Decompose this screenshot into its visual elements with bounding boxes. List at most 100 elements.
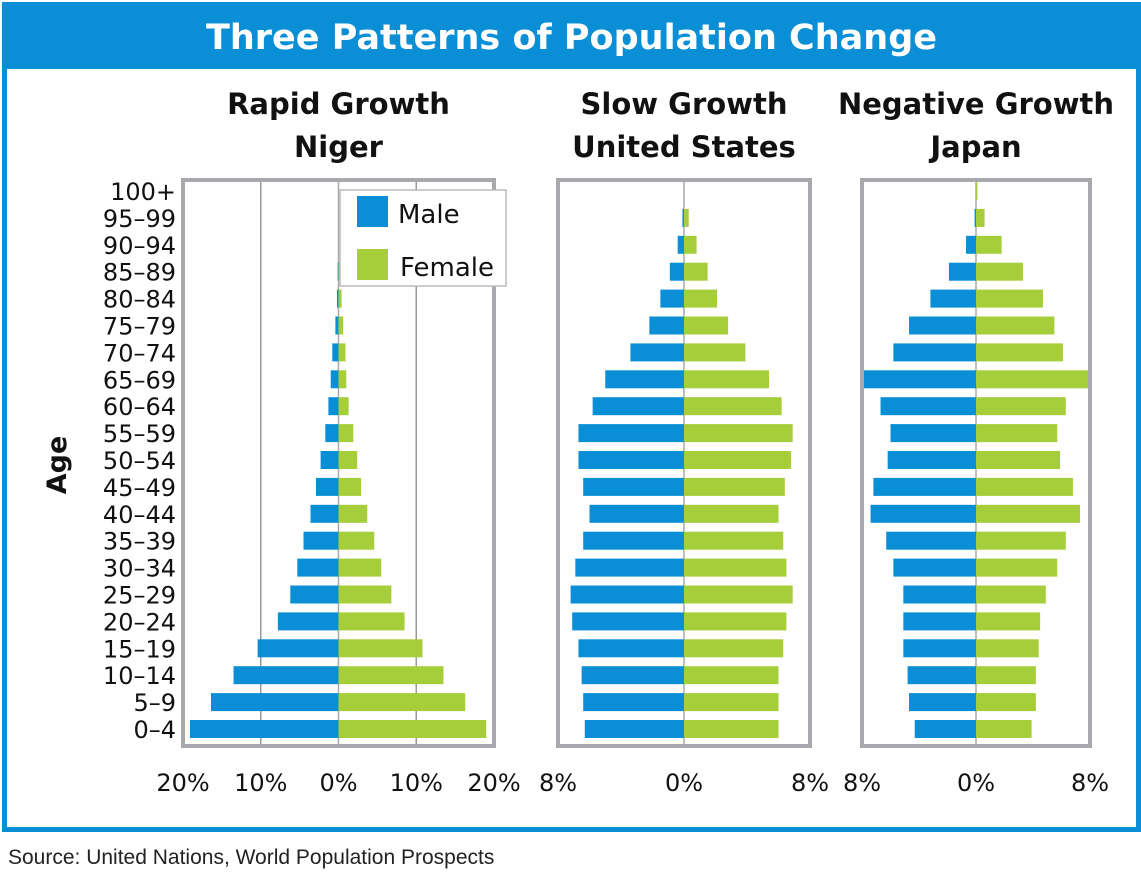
male-bar [909,316,976,335]
female-bar [976,289,1043,308]
age-tick-label: 10–14 [103,662,176,690]
male-bar [583,531,684,550]
male-bar [886,531,976,550]
female-bar [338,370,347,389]
male-bar [893,558,976,577]
panel-title: Slow Growth [581,87,788,121]
male-bar [880,397,976,416]
x-tick-label: 8% [843,769,881,797]
female-bar [976,343,1063,362]
male-bar [630,343,684,362]
female-bar [338,504,368,523]
x-tick-label: 8% [539,769,577,797]
female-bar [976,316,1055,335]
male-bar [570,585,684,604]
male-bar [649,316,684,335]
female-bar [684,316,729,335]
male-bar [890,424,976,443]
female-bar [684,558,787,577]
female-bar [976,504,1081,523]
male-bar [233,666,339,685]
age-tick-label: 60–64 [103,393,176,421]
male-bar [907,666,976,685]
male-bar [669,262,684,281]
female-bar [684,451,792,469]
male-bar [887,451,976,469]
male-bar [903,639,976,658]
female-bar [976,585,1046,604]
male-bar [903,585,976,604]
x-tick-label: 10% [390,769,443,797]
male-bar [332,343,339,362]
age-tick-label: 0–4 [133,716,176,744]
legend-female-swatch [357,249,388,280]
female-bar [338,585,392,604]
female-bar [338,666,444,685]
male-bar [584,720,684,738]
x-tick-label: 0% [957,769,995,797]
female-bar [338,720,487,738]
legend-female-label: Female [400,253,494,283]
x-tick-label: 0% [665,769,703,797]
female-bar [684,531,784,550]
age-tick-label: 45–49 [103,474,176,502]
male-bar [966,235,976,254]
male-bar [974,208,976,227]
male-bar [290,585,339,604]
female-bar [976,182,978,200]
female-bar [338,343,346,362]
male-bar [660,289,684,308]
female-bar [684,720,779,738]
male-bar [873,477,976,496]
age-tick-label: 50–54 [103,447,176,475]
male-bar [210,693,339,712]
female-bar [684,370,770,389]
x-tick-label: 8% [1071,769,1109,797]
female-bar [684,235,697,254]
male-bar [948,262,976,281]
male-bar [257,639,339,658]
female-bar [338,558,382,577]
age-tick-label: 40–44 [103,501,176,529]
male-bar [315,477,339,496]
age-tick-label: 70–74 [103,339,176,367]
male-bar [592,397,684,416]
female-bar [338,693,466,712]
female-bar [338,397,349,416]
female-bar [684,208,689,227]
male-bar [189,720,339,738]
female-bar [976,370,1089,389]
female-bar [684,666,779,685]
male-bar [572,612,684,631]
male-bar [328,397,339,416]
panel-border [556,178,812,748]
female-bar [684,424,793,443]
age-tick-label: 80–84 [103,286,176,314]
female-bar [976,558,1058,577]
age-tick-label: 90–94 [103,232,176,260]
age-tick-label: 95–99 [103,205,176,233]
male-bar [583,693,684,712]
male-bar [909,693,976,712]
panel-title: Negative Growth [838,87,1114,121]
female-bar [684,397,782,416]
age-tick-label: 65–69 [103,366,176,394]
male-bar [589,504,684,523]
panel-border [860,178,1092,748]
male-bar [682,208,684,227]
female-bar [338,316,344,335]
panel-border [181,178,496,748]
female-bar [338,639,423,658]
age-tick-label: 15–19 [103,635,176,663]
x-tick-label: 20% [156,769,209,797]
female-bar [976,720,1032,738]
female-bar [684,639,784,658]
male-bar [320,451,339,469]
panel-subtitle: Niger [294,130,384,164]
male-bar [336,289,339,308]
legend-male-swatch [357,196,388,227]
male-bar [297,558,339,577]
female-bar [976,424,1058,443]
legend-male-label: Male [398,200,460,230]
male-bar [578,451,684,469]
